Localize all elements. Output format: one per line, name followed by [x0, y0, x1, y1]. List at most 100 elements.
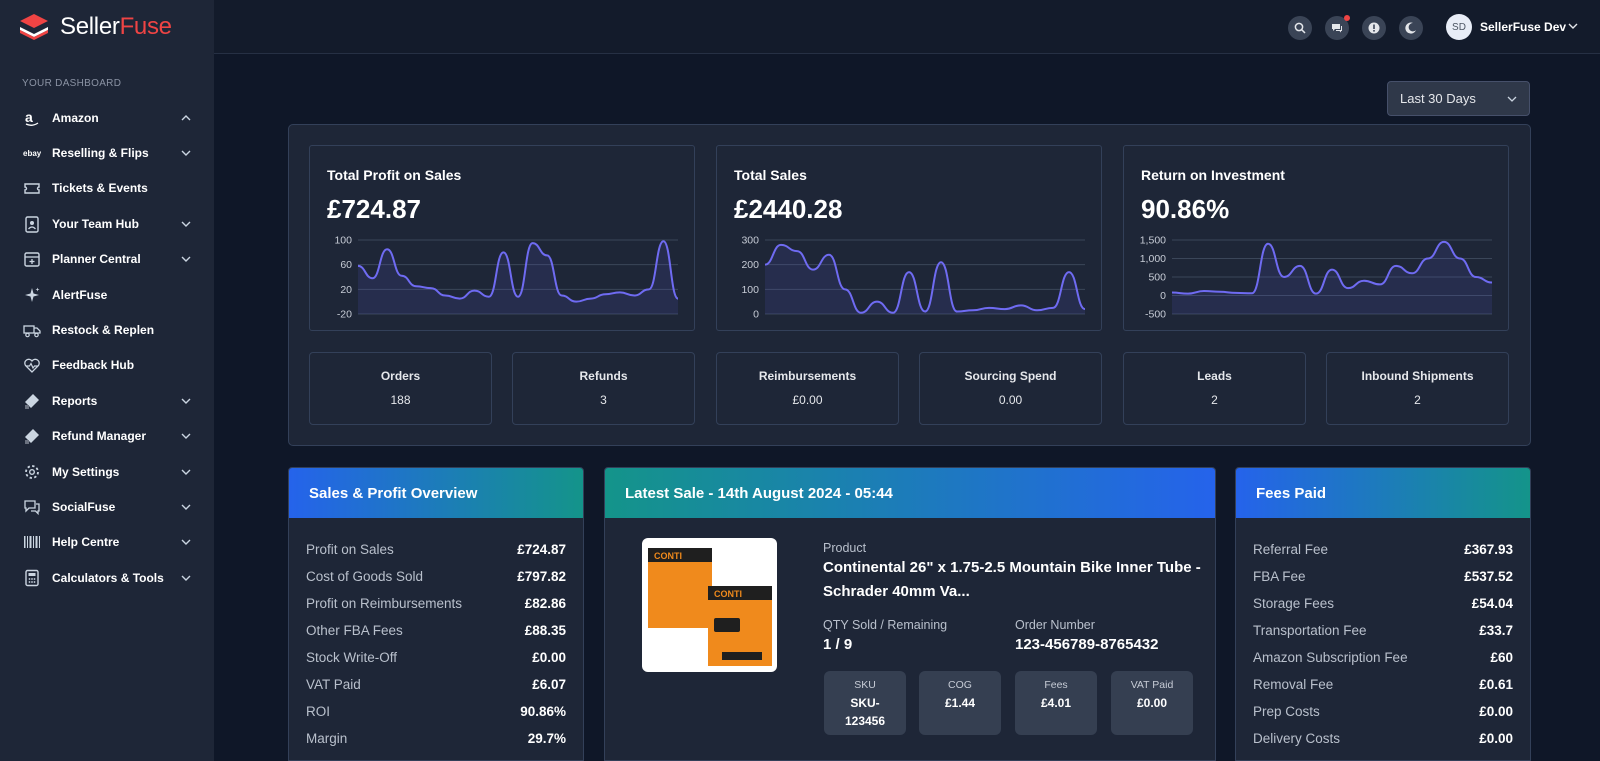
chip-fees: Fees £4.01: [1015, 671, 1097, 735]
chip-value: SKU-123456: [844, 696, 886, 728]
y-tick-label: 20: [340, 284, 352, 296]
stat-title: Inbound Shipments: [1361, 369, 1474, 383]
row-label: ROI: [306, 704, 331, 719]
sidebar-item-planner-central[interactable]: Planner Central: [0, 242, 214, 277]
chip-label: VAT Paid: [1130, 679, 1174, 691]
chevron-down-icon[interactable]: [1568, 22, 1578, 30]
kpi-value: £724.87: [327, 194, 421, 224]
chart-area-fill: [358, 241, 678, 314]
list-item: Transportation Fee £33.7: [1253, 617, 1513, 644]
list-item: Amazon Subscription Fee £60: [1253, 644, 1513, 671]
kpi-value: 90.86%: [1141, 194, 1230, 224]
product-name[interactable]: Continental 26" x 1.75-2.5 Mountain Bike…: [823, 559, 1201, 600]
row-value: £82.86: [524, 596, 566, 611]
calendar-icon: [22, 249, 42, 269]
chevron-down-icon[interactable]: [180, 395, 192, 407]
row-label: Profit on Sales: [306, 542, 394, 557]
list-item: Prep Costs £0.00: [1253, 698, 1513, 725]
chevron-down-icon[interactable]: [180, 572, 192, 584]
row-value: 90.86%: [520, 704, 566, 719]
alert-icon: [1368, 22, 1380, 34]
list-item: Storage Fees £54.04: [1253, 590, 1513, 617]
stat-title: Sourcing Spend: [964, 369, 1057, 383]
sidebar-item-socialfuse[interactable]: SocialFuse: [0, 489, 214, 524]
stat-title: Leads: [1197, 369, 1232, 383]
stat-inbound-shipments[interactable]: Inbound Shipments 2: [1326, 352, 1509, 425]
stat-reimbursements[interactable]: Reimbursements £0.00: [716, 352, 899, 425]
chevron-down-icon[interactable]: [180, 147, 192, 159]
sidebar-item-amazon[interactable]: a Amazon: [0, 100, 214, 135]
theme-toggle[interactable]: [1399, 16, 1423, 40]
sidebar-item-help-centre[interactable]: Help Centre: [0, 525, 214, 560]
sidebar-item-refund-manager[interactable]: Refund Manager: [0, 419, 214, 454]
sidebar-item-label: Calculators & Tools: [52, 570, 164, 585]
sidebar-item-your-team-hub[interactable]: Your Team Hub: [0, 206, 214, 241]
row-label: Removal Fee: [1253, 677, 1334, 692]
list-item: Stock Write-Off £0.00: [306, 644, 566, 671]
chip-label: Fees: [1044, 679, 1068, 691]
list-item: Removal Fee £0.61: [1253, 671, 1513, 698]
chip-value: £0.00: [1136, 696, 1168, 710]
row-label: Storage Fees: [1253, 596, 1335, 611]
y-tick-label: 100: [334, 235, 352, 247]
date-range-select[interactable]: Last 30 Days: [1387, 81, 1530, 116]
alerts-button[interactable]: [1362, 16, 1386, 40]
stat-orders[interactable]: Orders 188: [309, 352, 492, 425]
sidebar-item-reselling-flips[interactable]: ebay Reselling & Flips: [0, 135, 214, 170]
qty-value: 1 / 9: [823, 636, 853, 653]
list-item: Profit on Reimbursements £82.86: [306, 590, 566, 617]
sidebar-item-my-settings[interactable]: My Settings: [0, 454, 214, 489]
gear-icon: [22, 462, 42, 482]
panel-title: Fees Paid: [1236, 468, 1530, 518]
list-item: Delivery Costs £0.00: [1253, 725, 1513, 752]
row-label: FBA Fee: [1253, 569, 1306, 584]
chip-cog: COG £1.44: [919, 671, 1001, 735]
chevron-down-icon[interactable]: [180, 536, 192, 548]
row-value: £724.87: [517, 542, 566, 557]
list-item: Margin 29.7%: [306, 725, 566, 752]
sidebar-item-calculators-tools[interactable]: Calculators & Tools: [0, 560, 214, 595]
chevron-down-icon[interactable]: [180, 430, 192, 442]
stat-sourcing-spend[interactable]: Sourcing Spend 0.00: [919, 352, 1102, 425]
sidebar-item-restock-replen[interactable]: Restock & Replen: [0, 312, 214, 347]
messages-button[interactable]: [1325, 15, 1350, 40]
sidebar-item-reports[interactable]: Reports: [0, 383, 214, 418]
user-name[interactable]: SellerFuse Dev: [1480, 20, 1567, 34]
avatar[interactable]: SD: [1446, 14, 1472, 40]
row-value: £33.7: [1479, 623, 1513, 638]
row-label: Cost of Goods Sold: [306, 569, 424, 584]
profit-chart: 100 60 20 -20: [334, 235, 679, 321]
chevron-down-icon: [1507, 96, 1517, 102]
chat-icon: [1332, 24, 1342, 33]
stat-value: 2: [1211, 393, 1218, 407]
chip-value: £4.01: [1040, 696, 1072, 710]
chevron-down-icon[interactable]: [180, 253, 192, 265]
chevron-down-icon[interactable]: [180, 466, 192, 478]
stat-refunds[interactable]: Refunds 3: [512, 352, 695, 425]
row-label: Delivery Costs: [1253, 731, 1341, 746]
date-range-value: Last 30 Days: [1400, 91, 1476, 106]
chevron-down-icon[interactable]: [180, 218, 192, 230]
order-number-value[interactable]: 123-456789-8765432: [1015, 636, 1159, 653]
row-value: £0.61: [1479, 677, 1513, 692]
sidebar-item-alertfuse[interactable]: AlertFuse: [0, 277, 214, 312]
panel-title: Latest Sale - 14th August 2024 - 05:44: [605, 468, 1215, 518]
fees-list: Referral Fee £367.93 FBA Fee £537.52 Storage…: [1236, 518, 1530, 752]
sidebar-section-label: YOUR DASHBOARD: [22, 78, 122, 89]
row-label: Amazon Subscription Fee: [1253, 650, 1408, 665]
fees-paid-panel: Fees Paid Referral Fee £367.93 FBA Fee £537…: [1235, 467, 1531, 761]
chevron-up-icon[interactable]: [180, 112, 192, 124]
sales-profit-overview-panel: Sales & Profit Overview Profit on Sales £…: [288, 467, 584, 761]
row-label: Stock Write-Off: [306, 650, 398, 665]
logo[interactable]: SellerFuse: [18, 12, 172, 42]
sidebar-item-tickets-events[interactable]: Tickets & Events: [0, 171, 214, 206]
chevron-down-icon[interactable]: [180, 501, 192, 513]
sidebar-item-feedback-hub[interactable]: Feedback Hub: [0, 348, 214, 383]
stat-leads[interactable]: Leads 2: [1123, 352, 1306, 425]
list-item: Referral Fee £367.93: [1253, 536, 1513, 563]
sidebar-item-label: Refund Manager: [52, 429, 147, 444]
product-image[interactable]: CONTI CONTI: [642, 538, 777, 672]
search-button[interactable]: [1288, 16, 1312, 40]
row-label: Referral Fee: [1253, 542, 1329, 557]
kpi-value: £2440.28: [734, 194, 843, 224]
